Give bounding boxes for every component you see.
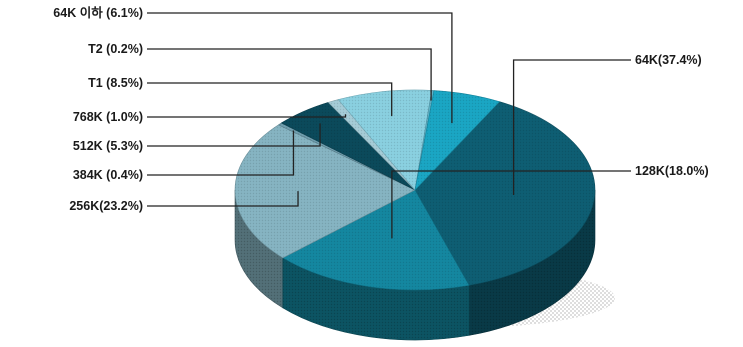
pie-side-texture <box>235 190 283 308</box>
pie-side-texture <box>282 257 470 340</box>
leader-line <box>147 12 453 124</box>
slice-label-64k: 64K(37.4%) <box>635 53 702 67</box>
pie-slice-texture <box>415 101 595 286</box>
pie-slice-texture <box>282 190 470 290</box>
slice-label-512k: 512K (5.3%) <box>73 139 143 153</box>
pie-slice-texture <box>278 122 415 190</box>
pie-slices <box>234 89 596 291</box>
pie-slice-texture <box>338 90 432 190</box>
leader-line <box>147 130 295 176</box>
leader-line <box>147 48 432 101</box>
slice-label-256k: 256K(23.2%) <box>69 199 143 213</box>
pie-slice-texture <box>235 124 415 258</box>
slice-label-384k: 384K (0.4%) <box>73 168 143 182</box>
slice-label-t2: T2 (0.2%) <box>88 42 143 56</box>
pie-slice-texture <box>328 99 415 190</box>
leader-line <box>147 123 321 147</box>
pie-side-texture <box>469 190 595 336</box>
pie-slice-texture <box>415 90 500 190</box>
slice-labels: 64K(37.4%) 128K(18.0%) 256K(23.2%) 384K (0.… <box>53 5 709 239</box>
slice-label-128k: 128K(18.0%) <box>635 164 709 178</box>
leader-line <box>391 170 631 239</box>
pie-slice-texture <box>281 102 415 190</box>
leader-line <box>147 114 347 118</box>
leader-line <box>147 82 393 117</box>
pie-sides <box>234 189 596 341</box>
leader-line <box>512 59 631 196</box>
slice-label-64k-이하: 64K 이하 (6.1%) <box>53 5 143 20</box>
slice-label-t1: T1 (8.5%) <box>88 76 143 90</box>
leader-line <box>147 191 299 207</box>
slice-label-768k: 768K (1.0%) <box>73 110 143 124</box>
